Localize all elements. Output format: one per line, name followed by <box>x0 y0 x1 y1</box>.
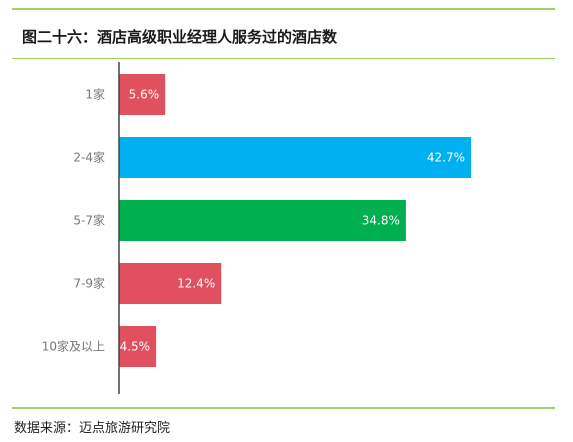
chart-title: 图二十六：酒店高级职业经理人服务过的酒店数 <box>22 28 338 46</box>
source-note: 数据来源：迈点旅游研究院 <box>14 421 171 436</box>
data-label: 5.6% <box>129 88 160 102</box>
category-label: 5-7家 <box>73 213 105 228</box>
top-rule <box>12 8 555 10</box>
bar-chart: 1家 5.6% 2-4家 42.7% 5-7家 34.8% 7-9家 12.4% 10家及以上 4… <box>42 62 472 394</box>
bar <box>119 137 472 178</box>
category-label: 1家 <box>85 87 105 102</box>
data-label: 34.8% <box>362 214 400 228</box>
category-label: 7-9家 <box>73 276 105 291</box>
bar <box>119 326 157 367</box>
bar <box>119 200 406 241</box>
bar <box>119 74 166 115</box>
bottom-rule <box>12 407 555 409</box>
data-label: 42.7% <box>427 151 465 165</box>
bar <box>119 263 222 304</box>
title-rule <box>12 58 555 59</box>
category-label: 10家及以上 <box>42 339 105 354</box>
data-label: 4.5% <box>120 340 151 354</box>
data-label: 12.4% <box>177 277 215 291</box>
category-label: 2-4家 <box>73 150 105 165</box>
